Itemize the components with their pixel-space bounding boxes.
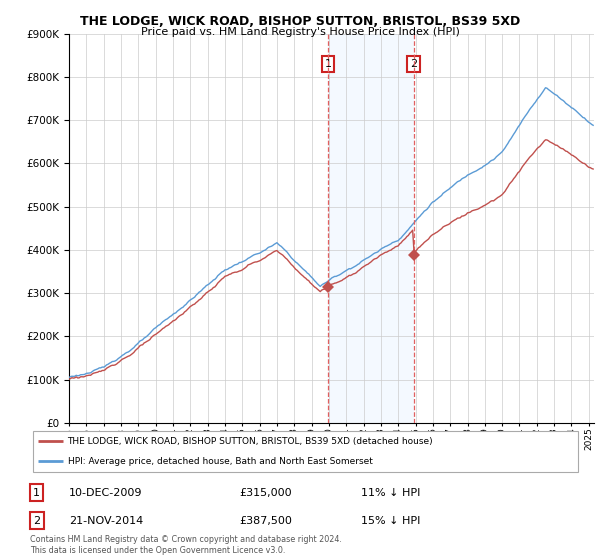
- FancyBboxPatch shape: [33, 431, 578, 472]
- Text: 1: 1: [325, 59, 332, 69]
- Text: 10-DEC-2009: 10-DEC-2009: [68, 488, 142, 498]
- Text: 15% ↓ HPI: 15% ↓ HPI: [361, 516, 421, 526]
- Bar: [328, 34, 414, 423]
- Text: 1: 1: [33, 488, 40, 498]
- Text: 2: 2: [410, 59, 418, 69]
- Text: £387,500: £387,500: [240, 516, 293, 526]
- Text: HPI: Average price, detached house, Bath and North East Somerset: HPI: Average price, detached house, Bath…: [68, 457, 373, 466]
- Text: Contains HM Land Registry data © Crown copyright and database right 2024.
This d: Contains HM Land Registry data © Crown c…: [30, 535, 342, 555]
- Text: £315,000: £315,000: [240, 488, 292, 498]
- Text: THE LODGE, WICK ROAD, BISHOP SUTTON, BRISTOL, BS39 5XD (detached house): THE LODGE, WICK ROAD, BISHOP SUTTON, BRI…: [68, 437, 433, 446]
- Text: THE LODGE, WICK ROAD, BISHOP SUTTON, BRISTOL, BS39 5XD: THE LODGE, WICK ROAD, BISHOP SUTTON, BRI…: [80, 15, 520, 27]
- Text: 11% ↓ HPI: 11% ↓ HPI: [361, 488, 421, 498]
- Text: 2: 2: [33, 516, 40, 526]
- Text: 21-NOV-2014: 21-NOV-2014: [68, 516, 143, 526]
- Text: Price paid vs. HM Land Registry's House Price Index (HPI): Price paid vs. HM Land Registry's House …: [140, 27, 460, 37]
